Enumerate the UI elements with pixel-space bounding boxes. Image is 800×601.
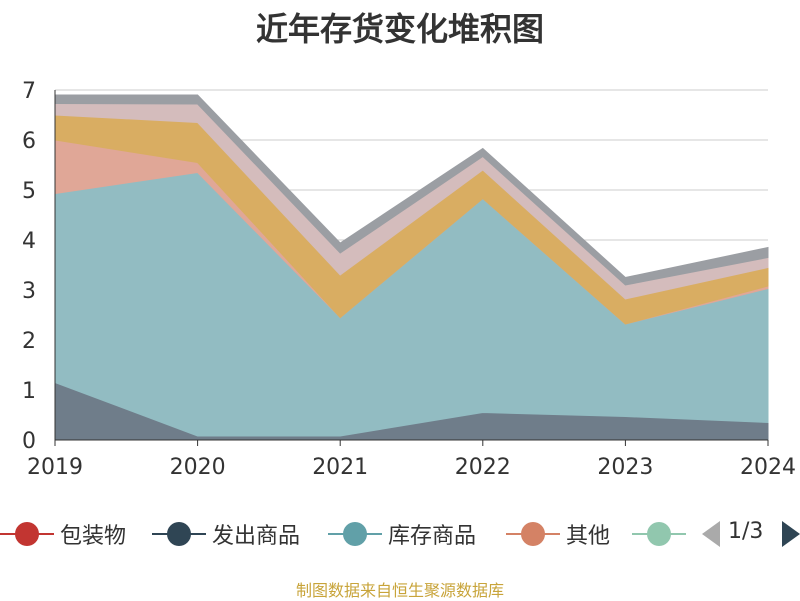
y-tick-label: 4 xyxy=(22,229,36,254)
y-tick-label: 2 xyxy=(22,329,36,354)
legend: 包装物 发出商品 库存商品 其他 xyxy=(0,516,800,552)
y-tick-label: 6 xyxy=(22,129,36,154)
y-tick-label: 5 xyxy=(22,179,36,204)
y-tick-label: 7 xyxy=(22,79,36,104)
x-tick-label: 2023 xyxy=(597,455,653,480)
legend-item-partial[interactable] xyxy=(632,516,686,552)
legend-label: 包装物 xyxy=(60,524,127,549)
legend-dot xyxy=(15,522,39,546)
chart-title: 近年存货变化堆积图 xyxy=(255,10,544,48)
legend-label: 其他 xyxy=(566,524,611,549)
legend-label: 库存商品 xyxy=(388,524,477,549)
x-tick-label: 2024 xyxy=(740,455,796,480)
source-note: 制图数据来自恒生聚源数据库 xyxy=(295,581,504,600)
legend-marker-icon xyxy=(152,516,206,552)
area-layer xyxy=(54,94,769,441)
legend-dot xyxy=(521,522,545,546)
x-tick-label: 2022 xyxy=(455,455,511,480)
axis-layer: 0 1 2 3 4 5 6 7 2019 2020 2021 2022 2023 2024 xyxy=(22,79,796,480)
y-tick-label: 3 xyxy=(22,279,36,304)
series-area xyxy=(54,94,769,286)
y-tick-label: 0 xyxy=(22,429,36,454)
legend-next-page-icon[interactable] xyxy=(782,521,800,547)
legend-marker-icon xyxy=(0,516,54,552)
legend-item-other[interactable]: 其他 xyxy=(506,516,610,552)
legend-marker-icon xyxy=(328,516,382,552)
legend-marker-icon xyxy=(506,516,560,552)
legend-item-packaging[interactable]: 包装物 xyxy=(0,516,126,552)
x-tick-label: 2019 xyxy=(27,455,83,480)
legend-dot xyxy=(167,522,191,546)
legend-marker-icon xyxy=(632,516,686,552)
legend-item-inventory-goods[interactable]: 库存商品 xyxy=(328,516,476,552)
legend-item-goods-shipped[interactable]: 发出商品 xyxy=(152,516,300,552)
legend-dot xyxy=(647,522,671,546)
legend-dot xyxy=(343,522,367,546)
x-tick-label: 2021 xyxy=(312,455,368,480)
x-tick-label: 2020 xyxy=(170,455,226,480)
legend-label: 发出商品 xyxy=(212,524,301,549)
legend-prev-page-icon[interactable] xyxy=(702,521,720,547)
legend-page-indicator: 1/3 xyxy=(728,519,764,544)
y-tick-label: 1 xyxy=(22,379,36,404)
